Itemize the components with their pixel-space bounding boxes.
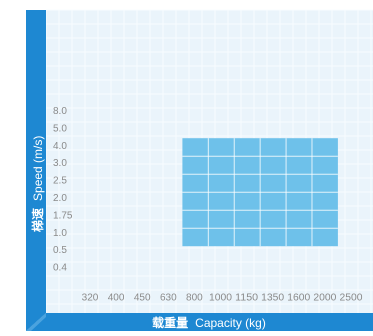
y-tick-label: 3.0 [53,158,67,169]
x-axis-band [26,313,373,331]
y-axis-band [26,10,46,331]
y-tick-label: 4.0 [53,141,67,152]
y-tick-label: 8.0 [53,106,67,117]
x-tick-label: 2500 [340,293,363,304]
y-tick-labels: 0.4 0.5 1.0 1.75 2.0 2.5 3.0 4.0 5.0 8.0 [53,106,73,274]
axis-corner-shade [26,313,46,331]
y-tick-label: 5.0 [53,123,67,134]
y-tick-label: 1.0 [53,228,67,239]
x-tick-label: 400 [108,293,125,304]
highlight-region [182,138,338,247]
y-tick-label: 2.5 [53,176,67,187]
y-tick-label: 2.0 [53,193,67,204]
y-tick-label: 1.75 [53,210,73,221]
x-axis-title-en: Capacity (kg) [195,316,266,330]
y-axis-title-en: Speed (m/s) [31,136,45,201]
y-axis-title: 梯速 Speed (m/s) [30,136,45,232]
x-tick-label: 1150 [235,293,258,304]
y-axis-title-cn: 梯速 [30,208,45,232]
x-tick-label: 800 [186,293,203,304]
x-tick-label: 1600 [287,293,310,304]
x-tick-label: 630 [160,293,177,304]
x-tick-label: 2000 [313,293,336,304]
x-axis-title-cn: 载重量 [152,315,188,330]
y-tick-label: 0.4 [53,263,67,274]
x-tick-labels: 320 400 450 630 800 1000 1150 1350 1600 2000 2500 [82,293,363,304]
x-tick-label: 450 [134,293,151,304]
x-axis-title: 载重量 Capacity (kg) [152,315,266,330]
y-tick-label: 0.5 [53,245,67,256]
x-tick-label: 1350 [261,293,284,304]
x-tick-label: 320 [82,293,99,304]
x-tick-label: 1000 [209,293,232,304]
